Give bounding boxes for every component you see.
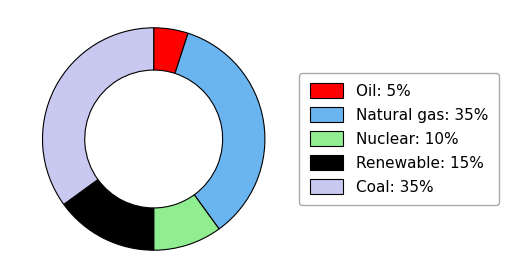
Wedge shape (154, 195, 219, 250)
Wedge shape (42, 28, 154, 204)
Wedge shape (175, 33, 265, 229)
Wedge shape (64, 180, 154, 250)
Legend: Oil: 5%, Natural gas: 35%, Nuclear: 10%, Renewable: 15%, Coal: 35%: Oil: 5%, Natural gas: 35%, Nuclear: 10%,… (299, 73, 499, 205)
Wedge shape (154, 28, 188, 73)
